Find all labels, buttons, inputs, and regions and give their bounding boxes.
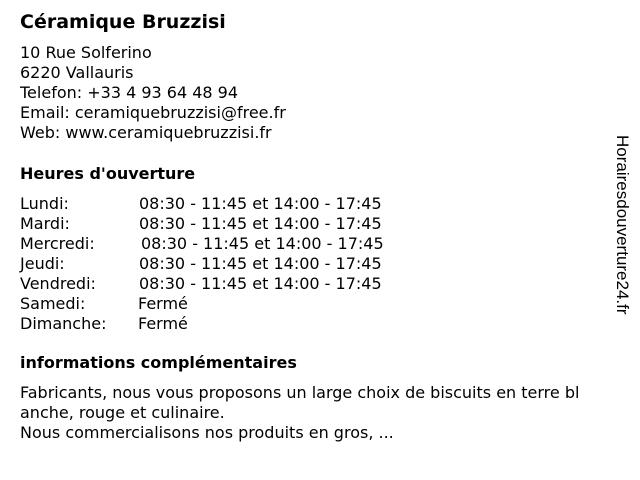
day-label: Vendredi:: [20, 274, 96, 293]
time-value: 08:30 - 11:45 et 14:00 - 17:45: [141, 234, 384, 253]
hours-heading: Heures d'ouverture: [20, 164, 196, 183]
time-value: 08:30 - 11:45 et 14:00 - 17:45: [139, 274, 382, 293]
info-text-line: Fabricants, nous vous proposons un large…: [20, 383, 580, 402]
time-value: Fermé: [138, 294, 188, 313]
day-label: Mercredi:: [20, 234, 95, 253]
info-heading: informations complémentaires: [20, 353, 297, 372]
business-name: Céramique Bruzzisi: [20, 11, 226, 33]
watermark: Horairesdouverture24.fr: [613, 135, 632, 315]
address-street: 10 Rue Solferino: [20, 43, 152, 62]
day-label: Lundi:: [20, 194, 69, 213]
address-city: 6220 Vallauris: [20, 63, 134, 82]
day-label: Samedi:: [20, 294, 86, 313]
info-text-line: anche, rouge et culinaire.: [20, 403, 225, 422]
day-label: Mardi:: [20, 214, 70, 233]
day-label: Dimanche:: [20, 314, 107, 333]
info-text-line: Nous commercialisons nos produits en gro…: [20, 423, 394, 442]
time-value: 08:30 - 11:45 et 14:00 - 17:45: [139, 254, 382, 273]
phone: Telefon: +33 4 93 64 48 94: [20, 83, 239, 102]
email[interactable]: Email: ceramiquebruzzisi@free.fr: [20, 103, 286, 122]
day-label: Jeudi:: [20, 254, 65, 273]
time-value: Fermé: [138, 314, 188, 333]
time-value: 08:30 - 11:45 et 14:00 - 17:45: [139, 194, 382, 213]
website[interactable]: Web: www.ceramiquebruzzisi.fr: [20, 123, 272, 142]
time-value: 08:30 - 11:45 et 14:00 - 17:45: [139, 214, 382, 233]
